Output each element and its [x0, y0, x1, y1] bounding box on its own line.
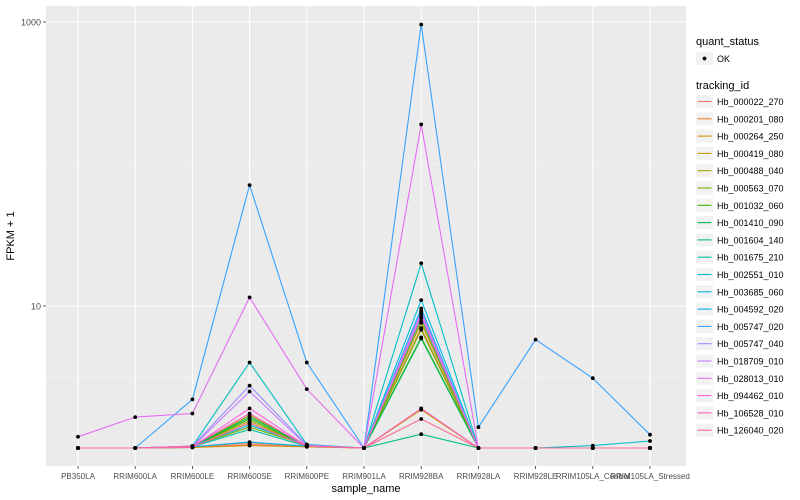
- y-tick-label-0: 10: [31, 302, 41, 312]
- point-Hb_094462_010-RRIM928BA: [419, 314, 424, 318]
- point-Hb_002551_010-RRIM928BA: [419, 261, 424, 266]
- legend-quant-dot-OK: [702, 56, 707, 61]
- point-Hb_005747_020-RRIM928BA: [419, 22, 424, 27]
- point-Hb_126040_020-RRIM600LA: [133, 446, 138, 450]
- point-Hb_018709_010-RRIM928BA: [419, 311, 424, 316]
- point-Hb_126040_020-RRIM600PE: [304, 444, 309, 449]
- y-axis-label: FPKM + 1: [5, 211, 17, 260]
- point-Hb_028013_010-RRIM600LE: [190, 411, 195, 416]
- plot-panel: [46, 6, 686, 466]
- legend-label-Hb_028013_010: Hb_028013_010: [717, 374, 784, 384]
- x-tick-label-RRIM600LE: RRIM600LE: [171, 472, 215, 481]
- point-Hb_028013_010-RRIM928BA: [419, 122, 424, 127]
- x-tick-label-PB350LA: PB350LA: [61, 472, 95, 481]
- point-Hb_000563_070-RRIM928BA: [419, 327, 424, 332]
- legend-quant-status: quant_status OK: [696, 36, 759, 65]
- grid-major: [46, 6, 686, 466]
- legend-label-Hb_001032_060: Hb_001032_060: [717, 201, 784, 211]
- x-tick-label-RRIM600LA: RRIM600LA: [113, 472, 157, 481]
- point-Hb_106528_010-RRIM928BA: [419, 406, 424, 411]
- point-Hb_126040_020-RRIM928LE: [533, 446, 538, 450]
- point-Hb_001410_090-RRIM928BA: [419, 336, 424, 341]
- point-Hb_001604_140-RRIM928BA: [419, 432, 424, 437]
- legend-tracking-title: tracking_id: [696, 80, 749, 92]
- y-axis: 10 1000: [21, 18, 46, 312]
- point-Hb_018709_010-RRIM600SE: [247, 389, 252, 394]
- x-tick-label-RRIM600SE: RRIM600SE: [227, 472, 271, 481]
- legend-label-Hb_106528_010: Hb_106528_010: [717, 408, 784, 418]
- x-tick-label-RRIM928LE: RRIM928LE: [514, 472, 558, 481]
- legend-tracking-id: tracking_id Hb_000022_270Hb_000201_080Hb…: [696, 80, 784, 437]
- legend-label-Hb_002551_010: Hb_002551_010: [717, 270, 784, 280]
- legend-label-Hb_126040_020: Hb_126040_020: [717, 426, 784, 436]
- x-axis: PB350LA RRIM600LA RRIM600LE RRIM600SE RRIM60…: [61, 466, 690, 481]
- legend-tracking-items: Hb_000022_270 Hb_000201_080 Hb_000264_250 H…: [696, 95, 784, 437]
- x-tick-label-RRIM105LA_Control: RRIM105LA_Control: [556, 472, 630, 481]
- legend-label-Hb_094462_010: Hb_094462_010: [717, 391, 784, 401]
- point-Hb_126040_020-RRIM901LA: [362, 446, 366, 450]
- legend-label-Hb_001604_140: Hb_001604_140: [717, 235, 784, 245]
- point-Hb_028013_010-RRIM600LA: [133, 415, 138, 419]
- point-Hb_001410_090-RRIM600SE: [247, 415, 252, 419]
- point-Hb_002551_010-RRIM105LA_Stressed: [648, 439, 652, 443]
- point-Hb_126040_020-RRIM928BA: [419, 417, 424, 421]
- legend-label-Hb_004592_020: Hb_004592_020: [717, 305, 784, 315]
- legend-label-Hb_000488_040: Hb_000488_040: [717, 166, 784, 176]
- x-tick-label-RRIM901LA: RRIM901LA: [342, 472, 386, 481]
- point-Hb_005747_020-RRIM600PE: [304, 360, 309, 365]
- series-points: [76, 22, 652, 450]
- point-Hb_126040_020-RRIM600LE: [190, 445, 195, 450]
- x-tick-label-RRIM105LA_Stressed: RRIM105LA_Stressed: [610, 472, 690, 481]
- point-Hb_005747_020-RRIM600LE: [190, 397, 195, 402]
- legend-quant-items: OK: [696, 52, 730, 65]
- legend-label-Hb_001675_210: Hb_001675_210: [717, 253, 784, 263]
- point-Hb_005747_020-RRIM928LA: [476, 425, 481, 430]
- y-tick-label-1: 1000: [21, 18, 41, 28]
- legend-label-Hb_003685_060: Hb_003685_060: [717, 287, 784, 297]
- point-Hb_094462_010-RRIM600SE: [247, 406, 252, 411]
- point-Hb_028013_010-PB350LA: [76, 434, 80, 439]
- legend-label-Hb_000022_270: Hb_000022_270: [717, 97, 784, 107]
- point-Hb_002551_010-RRIM600SE: [247, 360, 252, 365]
- point-Hb_003685_060-RRIM928BA: [419, 298, 424, 302]
- legend-label-Hb_000563_070: Hb_000563_070: [717, 184, 784, 194]
- point-Hb_126040_020-PB350LA: [76, 446, 80, 450]
- x-axis-label: sample_name: [331, 483, 400, 495]
- point-Hb_000488_040-RRIM928BA: [419, 321, 424, 325]
- point-Hb_126040_020-RRIM105LA_Stressed: [648, 446, 652, 450]
- x-tick-label-RRIM928BA: RRIM928BA: [399, 472, 444, 481]
- legend-quant-label-OK: OK: [717, 54, 730, 64]
- point-Hb_000264_250-RRIM600SE: [247, 443, 252, 448]
- legend-label-Hb_000264_250: Hb_000264_250: [717, 132, 784, 142]
- point-Hb_028013_010-RRIM600PE: [304, 387, 309, 391]
- legend-quant-title: quant_status: [696, 36, 759, 48]
- legend-label-Hb_000419_080: Hb_000419_080: [717, 149, 784, 159]
- point-Hb_005747_020-RRIM600SE: [247, 183, 252, 188]
- point-Hb_001675_210-RRIM600SE: [247, 427, 252, 432]
- point-Hb_004592_020-RRIM600SE: [247, 440, 252, 444]
- point-Hb_005747_040-RRIM600SE: [247, 383, 252, 388]
- point-Hb_028013_010-RRIM600SE: [247, 295, 252, 300]
- x-tick-label-RRIM928LA: RRIM928LA: [457, 472, 501, 481]
- legend-label-Hb_001410_090: Hb_001410_090: [717, 218, 784, 228]
- point-Hb_004592_020-RRIM928BA: [419, 306, 424, 311]
- point-Hb_126040_020-RRIM928LA: [476, 446, 481, 450]
- legend-label-Hb_000201_080: Hb_000201_080: [717, 114, 784, 124]
- point-Hb_126040_020-RRIM600SE: [247, 421, 252, 425]
- point-Hb_005747_020-RRIM105LA_Stressed: [648, 432, 652, 437]
- legend-label-Hb_005747_040: Hb_005747_040: [717, 339, 784, 349]
- legend-label-Hb_005747_020: Hb_005747_020: [717, 322, 784, 332]
- point-Hb_005747_020-RRIM105LA_Control: [590, 376, 595, 381]
- point-Hb_005747_020-RRIM928LE: [533, 337, 538, 342]
- point-Hb_106528_010-RRIM600SE: [247, 411, 252, 416]
- grid-minor: [46, 163, 686, 378]
- legend-label-Hb_018709_010: Hb_018709_010: [717, 357, 784, 367]
- x-tick-label-RRIM600PE: RRIM600PE: [285, 472, 329, 481]
- point-Hb_126040_020-RRIM105LA_Control: [590, 446, 595, 450]
